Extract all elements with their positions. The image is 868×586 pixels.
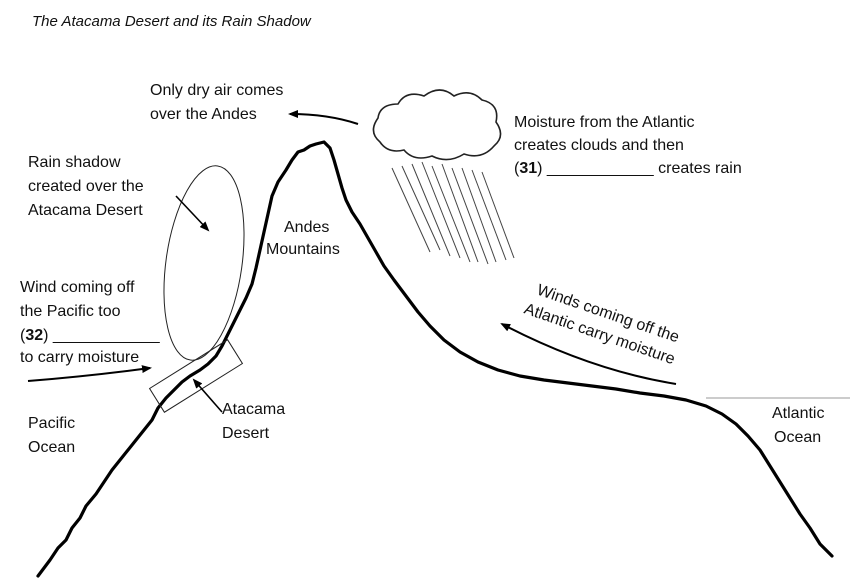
cloud-icon [372, 89, 502, 161]
question-31-number: 31 [519, 160, 537, 177]
atlantic-ocean-label-line1: Atlantic [772, 405, 824, 422]
pacific-wind-label-line3: to carry moisture [20, 349, 139, 366]
pacific-ocean-label-line2: Ocean [28, 439, 75, 456]
pacific-ocean-label-line1: Pacific [28, 415, 75, 432]
atacama-arrow [192, 378, 223, 413]
rain-shadow-arrow [175, 195, 210, 232]
andes-label-line1: Andes [284, 219, 329, 236]
atlantic-winds-label: Winds coming off the Atlantic carry mois… [522, 282, 681, 368]
question-32-line: (32) ____________ [20, 327, 161, 344]
andes-mountain-profile [36, 140, 834, 578]
rain-shadow-label-line2: created over the [28, 178, 144, 195]
atacama-desert-label-line2: Desert [222, 425, 270, 442]
moisture-label-line1: Moisture from the Atlantic [514, 114, 695, 131]
dry-air-label-line1: Only dry air comes [150, 82, 283, 99]
rain-streaks [391, 161, 515, 265]
atlantic-wind-arrow [500, 323, 677, 385]
question-32-blank: ____________ [52, 327, 161, 344]
rain-shadow-label-line3: Atacama Desert [28, 202, 143, 219]
question-32-number: 32 [25, 327, 43, 344]
dry-air-arrow [288, 110, 359, 125]
rain-shadow-label-line1: Rain shadow [28, 154, 121, 171]
question-31-line: (31) ____________ creates rain [514, 160, 742, 177]
moisture-label-line2: creates clouds and then [514, 137, 684, 154]
pacific-wind-label-line1: Wind coming off [20, 279, 135, 296]
atlantic-ocean-label-line2: Ocean [774, 429, 821, 446]
andes-label-line2: Mountains [266, 241, 340, 258]
atacama-desert-label-line1: Atacama [222, 401, 285, 418]
diagram-title: The Atacama Desert and its Rain Shadow [32, 13, 312, 30]
question-31-blank: ____________ creates rain [546, 160, 742, 177]
rain-shadow-ellipse [163, 165, 245, 361]
dry-air-label-line2: over the Andes [150, 106, 257, 123]
pacific-wind-arrow [27, 365, 152, 382]
atacama-desert-box [148, 339, 244, 413]
pacific-wind-label-line2: the Pacific too [20, 303, 121, 320]
